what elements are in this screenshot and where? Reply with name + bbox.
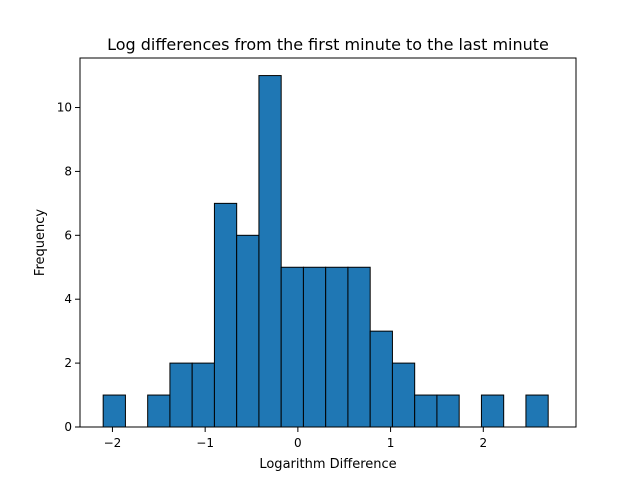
histogram-bar-2 <box>147 394 171 428</box>
y-tick-label-0: 0 <box>64 420 72 434</box>
histogram-bar-11 <box>347 266 371 428</box>
histogram-bar-15 <box>436 394 460 428</box>
histogram-bar-3 <box>169 362 193 428</box>
y-axis-ticks: 0 2 4 6 8 10 <box>57 101 80 434</box>
histogram-bar-4 <box>191 362 215 428</box>
histogram-bar-19 <box>525 394 549 428</box>
histogram-bar-10 <box>325 266 349 428</box>
x-axis-label: Logarithm Difference <box>259 457 396 472</box>
histogram-bar-8 <box>280 266 304 428</box>
histogram-bars <box>102 75 549 428</box>
x-tick-label-3: 1 <box>387 436 395 450</box>
chart-title: Log differences from the first minute to… <box>107 35 549 54</box>
y-tick-label-5: 10 <box>57 101 72 115</box>
histogram-bar-7 <box>258 75 282 428</box>
y-tick-label-3: 6 <box>64 228 72 242</box>
x-tick-label-0: −2 <box>104 436 122 450</box>
histogram-bar-5 <box>213 202 238 428</box>
axes-frame <box>79 57 577 428</box>
x-tick-label-2: 0 <box>294 436 302 450</box>
histogram-bar-0 <box>102 394 126 428</box>
x-tick-label-4: 2 <box>479 436 487 450</box>
y-tick-label-1: 2 <box>64 356 72 370</box>
y-tick-label-2: 4 <box>64 292 72 306</box>
y-tick-label-4: 8 <box>64 164 72 178</box>
x-tick-label-1: −1 <box>196 436 214 450</box>
histogram-bar-12 <box>369 330 393 428</box>
y-axis-label: Frequency <box>33 209 48 276</box>
histogram-bar-13 <box>391 362 416 428</box>
histogram-bar-9 <box>302 266 327 428</box>
histogram-bar-17 <box>480 394 505 428</box>
x-axis-ticks: −2 −1 0 1 2 <box>104 427 487 450</box>
histogram-bar-6 <box>236 234 260 428</box>
histogram-bar-14 <box>414 394 438 428</box>
